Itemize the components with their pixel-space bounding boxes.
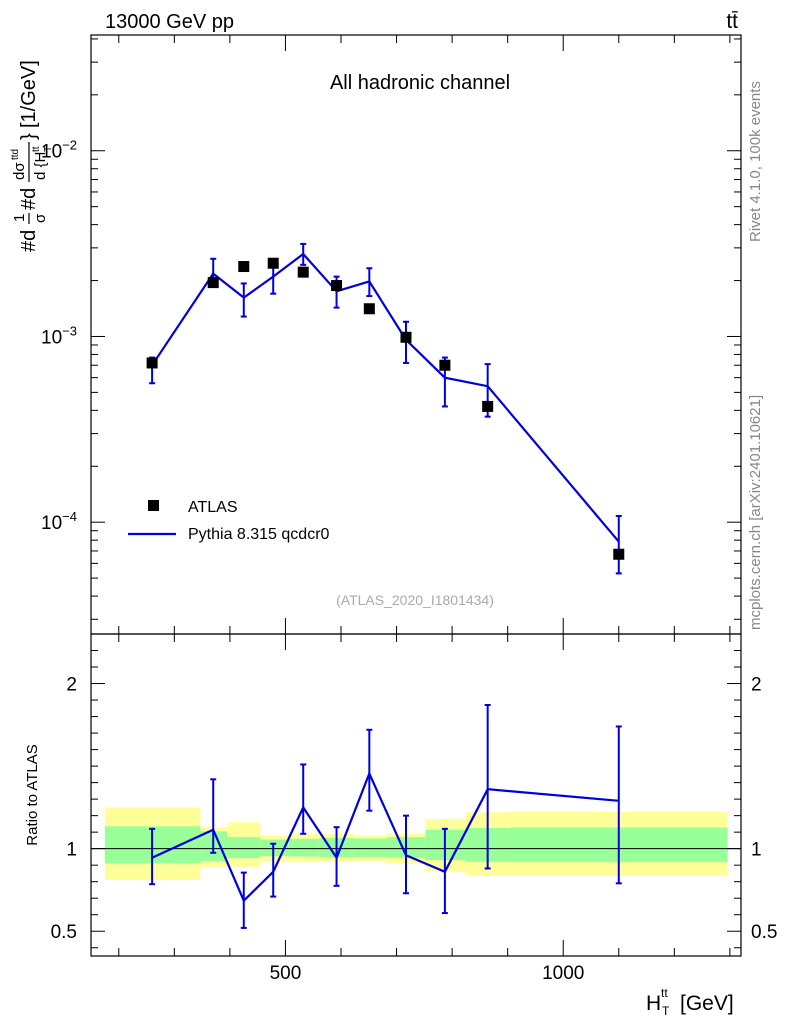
legend-atlas-marker <box>148 500 159 511</box>
ratio-band-inner <box>353 838 387 857</box>
main-title: All hadronic channel <box>330 72 510 94</box>
ratio-frame <box>90 633 742 957</box>
ratio-ytick-label-right: 1 <box>751 840 762 861</box>
atlas-markers <box>146 257 625 560</box>
ratio-band-inner <box>227 837 261 859</box>
pythia-line <box>151 252 620 543</box>
ratio-panel: 0.5 0.5 1 1 2 2 500 1000 Ratio to ATLAS H tt T … <box>24 618 777 1018</box>
main-ytick-label: 10−2 <box>41 138 77 163</box>
xlabel: H tt T [GeV] <box>646 986 734 1018</box>
main-ytick-label: 10−3 <box>41 323 77 348</box>
analysis-watermark: (ATLAS_2020_I1801434) <box>336 592 494 608</box>
xlabel-unit: [GeV] <box>680 992 734 1015</box>
svg-text:d {H: d {H <box>32 152 49 180</box>
main-ylabel: #d 1 σ #d dσ ttd d {H tt T } [1/GeV] <box>10 60 54 252</box>
ratio-ytick-label-left: 1 <box>66 840 77 861</box>
main-ytick-label: 10−4 <box>41 509 77 534</box>
ratio-ytick-label-left: 0.5 <box>51 922 77 943</box>
atlas-point <box>207 277 219 289</box>
ratio-ylabel: Ratio to ATLAS <box>24 744 41 845</box>
xlabel-symbol: H <box>646 992 661 1015</box>
header-energy-label: 13000 GeV pp <box>105 11 234 33</box>
svg-text:#d: #d <box>18 188 40 210</box>
atlas-point <box>439 359 451 371</box>
ratio-error-bars <box>149 704 622 929</box>
xlabel-superscript: tt <box>661 986 668 1000</box>
legend-atlas-label: ATLAS <box>188 499 238 516</box>
ratio-ytick-label-right: 0.5 <box>751 922 777 943</box>
ratio-ytick-label-left: 2 <box>66 675 77 696</box>
svg-text:T: T <box>43 146 54 152</box>
xlabel-subscript: T <box>662 1004 670 1018</box>
ratio-band-inner <box>288 838 319 857</box>
svg-text:tt: tt <box>31 146 42 152</box>
legend: ATLAS Pythia 8.315 qcdcr0 <box>128 499 330 543</box>
ratio-tick-labels: 0.5 0.5 1 1 2 2 500 1000 <box>51 675 778 984</box>
svg-text:ttd: ttd <box>10 149 21 160</box>
main-error-bars <box>149 242 622 575</box>
main-tick-labels: 10−2 10−3 10−4 <box>41 138 77 534</box>
xtick-label: 1000 <box>542 963 584 984</box>
atlas-point <box>400 331 412 343</box>
ratio-tick-marks <box>91 618 741 956</box>
atlas-point <box>146 357 158 369</box>
main-ylabel-unit: [1/GeV] <box>18 60 40 128</box>
svg-text:#d: #d <box>18 230 40 252</box>
ratio-pythia-line <box>151 770 619 903</box>
xtick-label: 500 <box>270 963 302 984</box>
side-rivet-label: Rivet 4.1.0, 100k events <box>747 81 764 242</box>
atlas-point <box>363 303 375 315</box>
atlas-point <box>331 280 343 292</box>
svg-text:dσ: dσ <box>11 162 28 180</box>
legend-pythia-label: Pythia 8.315 qcdcr0 <box>188 526 330 543</box>
svg-text:1: 1 <box>11 214 28 222</box>
main-frame <box>90 34 742 635</box>
atlas-point <box>613 548 625 560</box>
header-process-label: tt̄ <box>726 10 738 33</box>
svg-text:}: } <box>18 133 40 140</box>
atlas-point <box>482 400 494 412</box>
atlas-point <box>297 266 309 278</box>
ratio-ytick-label-right: 2 <box>751 675 762 696</box>
atlas-point <box>238 261 250 273</box>
ratio-uncertainty-bands <box>104 807 728 881</box>
svg-text:σ: σ <box>32 213 49 223</box>
atlas-point <box>267 257 279 269</box>
side-mcplots-label: mcplots.cern.ch [arXiv:2401.10621] <box>747 395 764 630</box>
main-panel: 10−2 10−3 10−4 All hadronic channel (ATLAS… <box>10 34 742 635</box>
main-tick-marks <box>91 35 741 620</box>
